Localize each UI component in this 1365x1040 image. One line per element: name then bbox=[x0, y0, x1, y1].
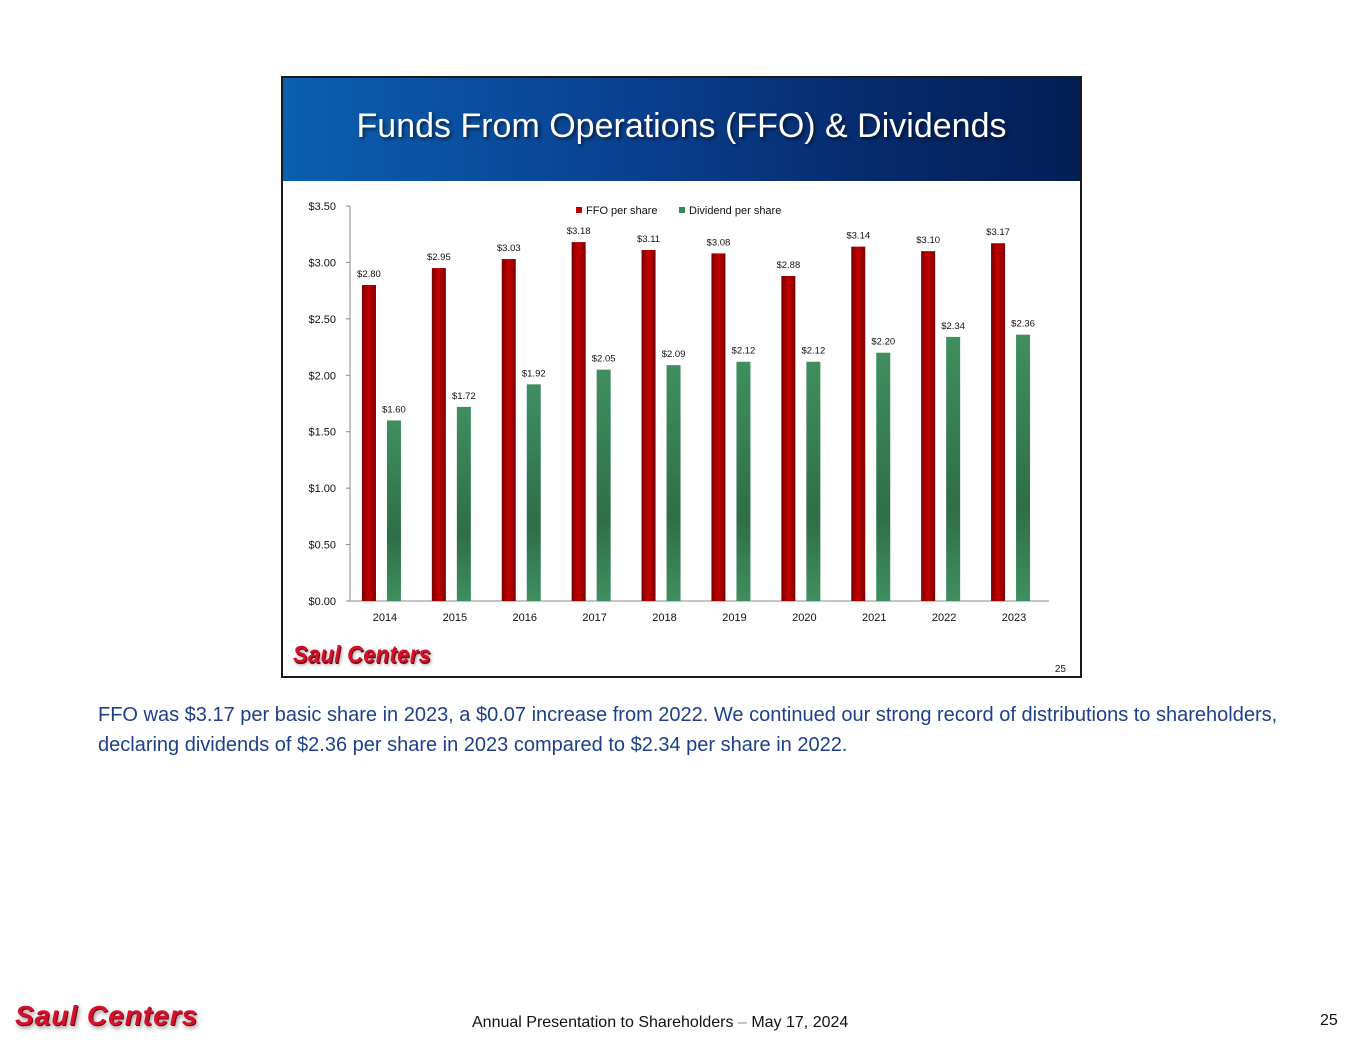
slide-frame: Funds From Operations (FFO) & Dividends … bbox=[281, 76, 1082, 678]
y-tick-label: $0.00 bbox=[308, 596, 336, 608]
footer-date: May 17, 2024 bbox=[751, 1014, 849, 1031]
y-tick-label: $2.50 bbox=[308, 314, 336, 326]
dividend-data-label: $2.20 bbox=[871, 337, 895, 348]
y-tick-label: $2.00 bbox=[308, 370, 336, 382]
saul-centers-logo: Saul Centers bbox=[293, 640, 432, 669]
dividend-bar bbox=[946, 336, 961, 601]
ffo-dividend-chart: $0.00 $0.50 $1.00 $1.50 $2.00 $2.50 $3.00 $3.50… bbox=[308, 201, 1049, 624]
footer-text: Annual Presentation to Shareholders – Ma… bbox=[472, 1014, 848, 1032]
caption-text: FFO was $3.17 per basic share in 2023, a… bbox=[98, 704, 1278, 756]
ffo-data-label: $3.18 bbox=[567, 226, 591, 237]
x-tick-label: 2019 bbox=[722, 612, 746, 624]
ffo-bar bbox=[991, 243, 1006, 601]
ffo-bar bbox=[571, 242, 586, 601]
ffo-data-label: $3.11 bbox=[637, 234, 660, 245]
dividend-data-label: $1.92 bbox=[522, 368, 546, 379]
footer-logo: Saul Centers bbox=[15, 1000, 199, 1031]
footer-dash: – bbox=[737, 1014, 747, 1031]
ffo-bar bbox=[431, 268, 446, 601]
ffo-data-label: $3.08 bbox=[707, 237, 731, 248]
ffo-bar bbox=[641, 250, 656, 601]
y-tick-label: $1.00 bbox=[308, 483, 336, 495]
legend-label: FFO per share bbox=[586, 205, 658, 217]
ffo-bar bbox=[851, 246, 866, 601]
dividend-data-label: $2.09 bbox=[662, 349, 686, 360]
dividend-bar bbox=[456, 406, 471, 601]
y-tick-label: $3.50 bbox=[308, 201, 336, 213]
x-tick-label: 2023 bbox=[1002, 612, 1026, 624]
x-tick-label: 2022 bbox=[932, 612, 956, 624]
dividend-bar bbox=[876, 352, 891, 601]
ffo-data-label: $2.80 bbox=[357, 269, 381, 280]
ffo-data-label: $3.03 bbox=[497, 243, 521, 254]
ffo-data-label: $2.88 bbox=[776, 260, 800, 271]
x-tick-label: 2015 bbox=[443, 612, 467, 624]
legend-swatch bbox=[679, 207, 685, 213]
ffo-bar bbox=[711, 253, 726, 601]
slide-title: Funds From Operations (FFO) & Dividends bbox=[356, 107, 1007, 145]
dividend-bar bbox=[526, 384, 541, 601]
slide-page-number: 25 bbox=[1054, 664, 1066, 675]
dividend-data-label: $1.72 bbox=[452, 391, 476, 402]
dividend-bar bbox=[386, 420, 401, 601]
ffo-data-label: $3.14 bbox=[846, 231, 870, 242]
dividend-bar bbox=[596, 369, 611, 601]
dividend-bar bbox=[666, 365, 681, 601]
ffo-bar bbox=[921, 251, 936, 601]
dividend-data-label: $2.36 bbox=[1011, 319, 1035, 330]
ffo-data-label: $3.10 bbox=[916, 235, 940, 246]
dividend-data-label: $2.05 bbox=[592, 354, 616, 365]
dividend-data-label: $2.34 bbox=[941, 321, 965, 332]
ffo-data-label: $2.95 bbox=[427, 252, 451, 263]
dividend-data-label: $2.12 bbox=[732, 346, 756, 357]
footer-title: Annual Presentation to Shareholders bbox=[472, 1014, 734, 1031]
x-tick-label: 2016 bbox=[513, 612, 537, 624]
y-tick-label: $0.50 bbox=[308, 540, 336, 552]
x-tick-label: 2018 bbox=[652, 612, 676, 624]
y-tick-label: $3.00 bbox=[308, 257, 336, 269]
ffo-bar bbox=[361, 285, 376, 601]
dividend-data-label: $2.12 bbox=[801, 346, 825, 357]
x-tick-label: 2021 bbox=[862, 612, 886, 624]
dividend-bar bbox=[736, 361, 751, 601]
dividend-bar bbox=[1016, 334, 1031, 601]
page-number: 25 bbox=[1320, 1012, 1338, 1029]
x-tick-label: 2017 bbox=[582, 612, 606, 624]
x-tick-label: 2014 bbox=[373, 612, 397, 624]
dividend-bar bbox=[806, 361, 821, 601]
legend-swatch bbox=[576, 207, 582, 213]
slide-header: Funds From Operations (FFO) & Dividends bbox=[283, 78, 1080, 181]
ffo-bar bbox=[501, 259, 516, 601]
dividend-data-label: $1.60 bbox=[382, 404, 406, 415]
ffo-data-label: $3.17 bbox=[986, 227, 1010, 238]
ffo-bar bbox=[781, 275, 796, 601]
legend-label: Dividend per share bbox=[689, 205, 781, 217]
x-tick-label: 2020 bbox=[792, 612, 816, 624]
y-tick-label: $1.50 bbox=[308, 427, 336, 439]
